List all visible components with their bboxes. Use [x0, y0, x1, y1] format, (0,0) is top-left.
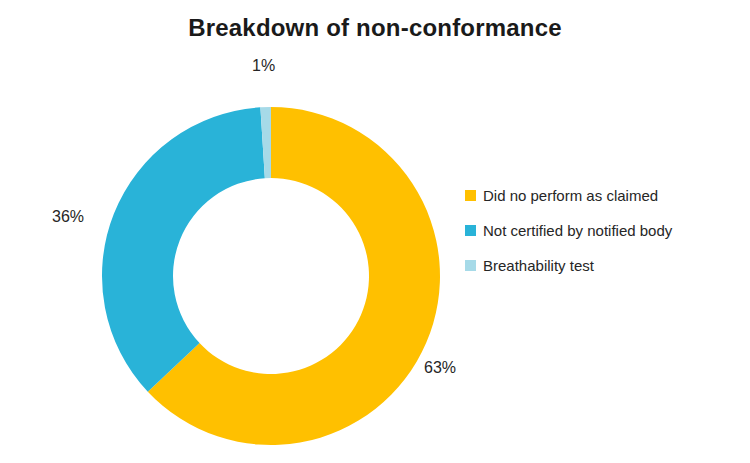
legend-label: Not certified by notified body	[483, 222, 672, 239]
legend-label: Breathability test	[483, 257, 594, 274]
legend-label: Did no perform as claimed	[483, 187, 658, 204]
legend: Did no perform as claimed Not certified …	[465, 185, 672, 290]
legend-item-not-certified: Not certified by notified body	[465, 220, 672, 240]
slice-label-not-certified: 36%	[52, 207, 84, 227]
legend-swatch-lightblue-icon	[465, 260, 476, 271]
legend-item-did-not-perform: Did no perform as claimed	[465, 185, 672, 205]
slice-label-breathability: 1%	[252, 56, 275, 76]
legend-item-breathability: Breathability test	[465, 255, 672, 275]
slice-label-did-not-perform: 63%	[424, 358, 456, 378]
chart-container: Breakdown of non-conformance 63% 36% 1% …	[0, 0, 750, 463]
legend-swatch-blue-icon	[465, 225, 476, 236]
pie-slice-1	[102, 107, 265, 391]
legend-swatch-yellow-icon	[465, 190, 476, 201]
